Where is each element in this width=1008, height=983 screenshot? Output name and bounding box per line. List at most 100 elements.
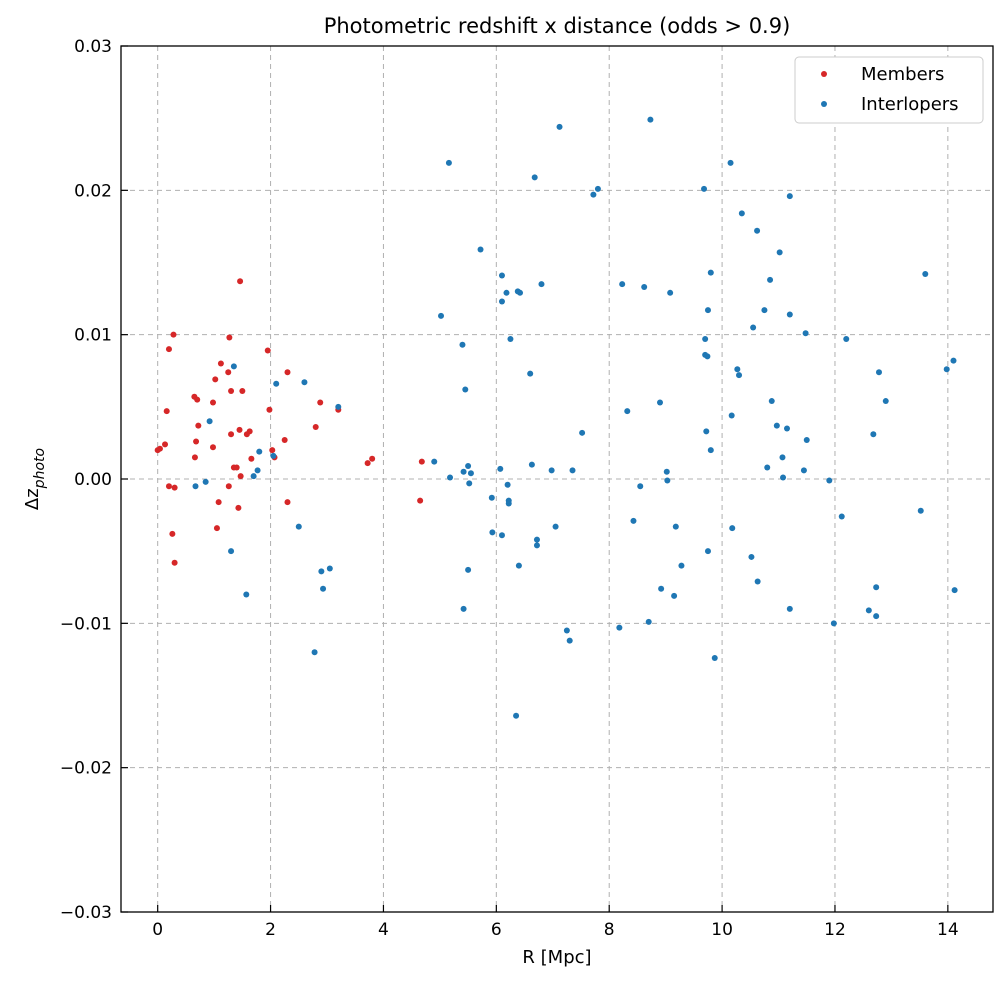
interloper-point bbox=[320, 585, 327, 592]
y-axis-title-sub: photo bbox=[32, 448, 48, 489]
interloper-point bbox=[736, 372, 743, 379]
member-point bbox=[317, 399, 324, 406]
interloper-point bbox=[704, 307, 711, 314]
interloper-point bbox=[803, 437, 810, 444]
interloper-point bbox=[335, 403, 342, 410]
member-point bbox=[236, 426, 243, 433]
member-point bbox=[228, 387, 235, 394]
interloper-point bbox=[594, 185, 601, 192]
member-point bbox=[418, 458, 425, 465]
member-point bbox=[154, 447, 161, 454]
interloper-point bbox=[667, 289, 674, 296]
legend-box bbox=[794, 56, 984, 124]
x-tick-label: 0 bbox=[152, 920, 163, 940]
member-point bbox=[215, 499, 222, 506]
legend-interlopers-label: Interlopers bbox=[861, 94, 959, 115]
interloper-point bbox=[498, 272, 505, 279]
member-point bbox=[171, 559, 178, 566]
member-point bbox=[235, 504, 242, 511]
member-point bbox=[284, 499, 291, 506]
interloper-point bbox=[882, 398, 889, 405]
interloper-point bbox=[865, 607, 872, 614]
interloper-point bbox=[256, 448, 263, 455]
interloper-point bbox=[783, 425, 790, 432]
member-point bbox=[264, 347, 271, 354]
interloper-point bbox=[776, 249, 783, 256]
interloper-point bbox=[438, 312, 445, 319]
interloper-point bbox=[727, 159, 734, 166]
interloper-point bbox=[734, 366, 741, 373]
interloper-point bbox=[672, 523, 679, 530]
x-tick-label: 6 bbox=[491, 920, 502, 940]
interloper-point bbox=[462, 386, 469, 393]
interloper-point bbox=[780, 474, 787, 481]
interloper-point bbox=[875, 369, 882, 376]
interloper-point bbox=[707, 447, 714, 454]
member-point bbox=[233, 464, 240, 471]
member-point bbox=[171, 484, 178, 491]
member-point bbox=[194, 396, 201, 403]
member-point bbox=[169, 530, 176, 537]
axis-ticks: 0 2 4 6 8 10 12 14 −0.03 −0.02 −0.01 0.00 0.01 0.02 0.… bbox=[60, 37, 959, 940]
member-point bbox=[369, 455, 376, 462]
interloper-point bbox=[950, 357, 957, 364]
interloper-point bbox=[767, 276, 774, 283]
interloper-point bbox=[477, 246, 484, 253]
interloper-point bbox=[779, 454, 786, 461]
x-axis-title: R [Mpc] bbox=[522, 947, 591, 968]
interloper-point bbox=[250, 473, 257, 480]
interloper-point bbox=[830, 620, 837, 627]
interloper-point bbox=[800, 467, 807, 474]
legend-members-label: Members bbox=[861, 64, 944, 85]
interloper-point bbox=[318, 568, 325, 575]
interloper-point bbox=[826, 477, 833, 484]
interloper-point bbox=[270, 452, 277, 459]
y-axis-title-main: Δz bbox=[22, 488, 43, 510]
interloper-point bbox=[657, 399, 664, 406]
member-point bbox=[226, 334, 233, 341]
interloper-point bbox=[637, 483, 644, 490]
interloper-point bbox=[843, 335, 850, 342]
interloper-point bbox=[460, 605, 467, 612]
interloper-point bbox=[658, 585, 665, 592]
chart-title: Photometric redshift x distance (odds > … bbox=[324, 14, 791, 38]
interloper-point bbox=[431, 458, 438, 465]
interloper-point bbox=[754, 227, 761, 234]
interloper-point bbox=[624, 408, 631, 415]
y-tick-label: 0.02 bbox=[74, 181, 112, 201]
interloper-point bbox=[465, 566, 472, 573]
y-tick-label: −0.03 bbox=[60, 903, 112, 923]
y-tick-label: 0.00 bbox=[74, 470, 112, 490]
interloper-point bbox=[873, 584, 880, 591]
member-point bbox=[209, 399, 216, 406]
interloper-point bbox=[563, 627, 570, 634]
interloper-point bbox=[750, 324, 757, 331]
member-point bbox=[195, 422, 202, 429]
interloper-point bbox=[707, 269, 714, 276]
interloper-point bbox=[505, 500, 512, 507]
interloper-point bbox=[738, 210, 745, 217]
member-point bbox=[266, 406, 273, 413]
interloper-point bbox=[768, 398, 775, 405]
interloper-point bbox=[447, 474, 454, 481]
interloper-point bbox=[569, 467, 576, 474]
interloper-point bbox=[678, 562, 685, 569]
member-point bbox=[170, 331, 177, 338]
x-tick-label: 8 bbox=[604, 920, 615, 940]
interloper-point bbox=[206, 418, 213, 425]
interloper-point bbox=[663, 468, 670, 475]
x-tick-label: 12 bbox=[824, 920, 846, 940]
interloper-point bbox=[295, 523, 302, 530]
legend-members-marker bbox=[821, 71, 827, 77]
member-point bbox=[191, 454, 198, 461]
interloper-point bbox=[703, 428, 710, 435]
interloper-point bbox=[202, 478, 209, 485]
interloper-point bbox=[754, 578, 761, 585]
interloper-point bbox=[786, 193, 793, 200]
grid-lines bbox=[121, 46, 993, 912]
interloper-point bbox=[498, 532, 505, 539]
members-series bbox=[154, 278, 425, 566]
legend-interlopers-marker bbox=[821, 101, 827, 107]
interloper-point bbox=[701, 185, 708, 192]
